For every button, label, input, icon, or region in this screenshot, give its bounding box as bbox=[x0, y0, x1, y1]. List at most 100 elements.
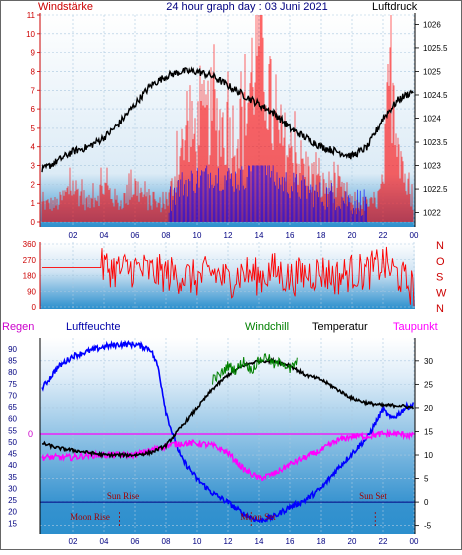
wind-tick-label: 6 bbox=[31, 105, 36, 114]
wind-tick-label: 11 bbox=[27, 11, 36, 20]
temperature-line bbox=[41, 356, 414, 460]
temperature-tick-label: 15 bbox=[424, 427, 433, 436]
humidity-tick-label: 45 bbox=[8, 450, 17, 459]
temperature-tick-label: 30 bbox=[424, 357, 433, 366]
pressure-tick-label: 1025.5 bbox=[423, 44, 448, 53]
legend-windchill: Windchill bbox=[245, 321, 289, 333]
temperature-tick-label: 20 bbox=[424, 404, 433, 413]
time-tick-label: 20 bbox=[348, 231, 357, 240]
wind-tick-label: 10 bbox=[26, 30, 35, 39]
direction-tick-label: 270 bbox=[23, 256, 37, 265]
wind-tick-label: 1 bbox=[31, 199, 36, 208]
direction-tick-label: 90 bbox=[27, 287, 36, 296]
time-tick-label: 20 bbox=[348, 537, 357, 546]
temperature-tick-label: 5 bbox=[424, 475, 429, 484]
humidity-tick-label: 70 bbox=[8, 391, 17, 400]
wind-tick-label: 0 bbox=[31, 218, 36, 227]
time-tick-label: 02 bbox=[69, 537, 78, 546]
humidity-tick-label: 65 bbox=[8, 403, 17, 412]
time-tick-label: 06 bbox=[131, 537, 140, 546]
time-tick-label: 12 bbox=[224, 537, 233, 546]
time-tick-label: 22 bbox=[379, 537, 388, 546]
humidity-line bbox=[41, 339, 414, 524]
humidity-tick-label: 25 bbox=[8, 496, 17, 505]
time-tick-label: 10 bbox=[193, 537, 202, 546]
time-tick-label: 04 bbox=[100, 231, 109, 240]
compass-label: S bbox=[436, 272, 443, 284]
humidity-tick-label: 75 bbox=[8, 380, 17, 389]
wind-direction-plot bbox=[42, 246, 415, 307]
time-tick-label: 12 bbox=[224, 231, 233, 240]
wind-axis-title: Windstärke bbox=[38, 1, 93, 13]
time-tick-label: 08 bbox=[162, 537, 171, 546]
rain-zero-label: 0 bbox=[28, 429, 33, 439]
wind-gust-bars bbox=[168, 165, 367, 222]
time-tick-label: 10 bbox=[193, 231, 202, 240]
pressure-tick-label: 1022.5 bbox=[423, 185, 448, 194]
legend-luftfeuchte: Luftfeuchte bbox=[66, 321, 120, 333]
time-tick-label: 18 bbox=[317, 537, 326, 546]
wind-pressure-plot bbox=[41, 15, 414, 222]
time-tick-label: 08 bbox=[162, 231, 171, 240]
compass-label: O bbox=[436, 256, 445, 268]
temperature-tick-label: 25 bbox=[424, 380, 433, 389]
legend-taupunkt: Taupunkt bbox=[393, 321, 438, 333]
humidity-tick-label: 55 bbox=[8, 426, 17, 435]
time-tick-label: 18 bbox=[317, 231, 326, 240]
compass-label: N bbox=[436, 240, 444, 252]
wind-tick-label: 4 bbox=[31, 143, 36, 152]
temperature-tick-label: 10 bbox=[424, 451, 433, 460]
time-tick-label: 06 bbox=[131, 231, 140, 240]
direction-tick-label: 0 bbox=[32, 303, 37, 312]
pressure-line bbox=[41, 66, 414, 173]
compass-label: W bbox=[436, 287, 447, 299]
humidity-tick-label: 90 bbox=[8, 345, 17, 354]
time-tick-label: 22 bbox=[379, 231, 388, 240]
humidity-tick-label: 50 bbox=[8, 438, 17, 447]
time-tick-label: 16 bbox=[286, 537, 295, 546]
temperature-plot bbox=[40, 339, 415, 528]
time-tick-label: 14 bbox=[255, 537, 264, 546]
humidity-tick-label: 15 bbox=[8, 519, 17, 528]
compass-label: N bbox=[436, 303, 444, 315]
humidity-tick-label: 35 bbox=[8, 473, 17, 482]
wind-tick-label: 8 bbox=[31, 67, 36, 76]
time-tick-label: 04 bbox=[100, 537, 109, 546]
temperature-tick-label: -5 bbox=[424, 522, 432, 531]
wind-direction-line bbox=[42, 246, 415, 307]
direction-tick-label: 360 bbox=[23, 240, 37, 249]
pressure-tick-label: 1023.5 bbox=[423, 138, 448, 147]
wind-tick-label: 2 bbox=[31, 180, 36, 189]
pressure-tick-label: 1026 bbox=[423, 20, 441, 29]
wind-tick-label: 3 bbox=[31, 162, 36, 171]
pressure-axis-title: Luftdruck bbox=[372, 1, 418, 13]
sun-set-label: Sun Set bbox=[359, 491, 387, 501]
humidity-tick-label: 20 bbox=[8, 508, 17, 517]
chart-title: 24 hour graph day : 03 Juni 2021 bbox=[166, 1, 327, 13]
moon-rise-label: Moon Rise bbox=[70, 512, 110, 522]
wind-pressure-grid bbox=[40, 14, 415, 227]
legend-temperatur: Temperatur bbox=[312, 321, 368, 333]
time-tick-label: 16 bbox=[286, 231, 295, 240]
temperature-axes: 15 20 25 30 35 40 45 50 55 60 65 70 75 80 85 90 -5 0 5 10 15… bbox=[8, 338, 433, 546]
windchill-line bbox=[212, 353, 298, 385]
time-tick-label: 00 bbox=[410, 537, 419, 546]
time-tick-label: 02 bbox=[69, 231, 78, 240]
legend-regen: Regen bbox=[2, 321, 34, 333]
temperature-tick-label: 0 bbox=[424, 498, 429, 507]
wind-pressure-axes: 0123456789101110221022.510231023.5102410… bbox=[26, 11, 448, 240]
humidity-tick-label: 85 bbox=[8, 357, 17, 366]
pressure-tick-label: 1024 bbox=[423, 115, 441, 124]
pressure-tick-label: 1025 bbox=[423, 67, 441, 76]
wind-direction-axes: 0 N 90 W 180 S 270 O 360 N bbox=[23, 240, 447, 315]
humidity-tick-label: 80 bbox=[8, 368, 17, 377]
humidity-tick-label: 30 bbox=[8, 484, 17, 493]
time-tick-label: 00 bbox=[410, 231, 419, 240]
time-tick-label: 14 bbox=[255, 231, 264, 240]
pressure-tick-label: 1023 bbox=[423, 162, 441, 171]
wind-speed-bars bbox=[41, 15, 414, 222]
pressure-tick-label: 1022 bbox=[423, 209, 441, 218]
sun-rise-label: Sun Rise bbox=[107, 491, 139, 501]
